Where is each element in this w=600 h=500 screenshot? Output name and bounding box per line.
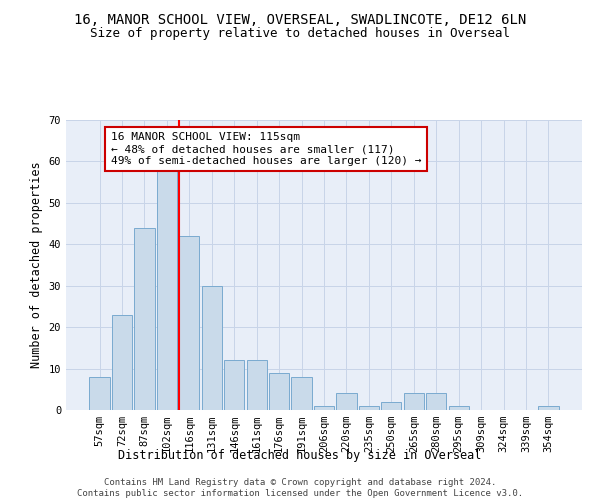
Bar bbox=[359, 406, 379, 410]
Bar bbox=[89, 377, 110, 410]
Bar bbox=[404, 394, 424, 410]
Bar bbox=[112, 314, 132, 410]
Text: Contains HM Land Registry data © Crown copyright and database right 2024.
Contai: Contains HM Land Registry data © Crown c… bbox=[77, 478, 523, 498]
Text: Distribution of detached houses by size in Overseal: Distribution of detached houses by size … bbox=[118, 448, 482, 462]
Bar bbox=[134, 228, 155, 410]
Bar bbox=[337, 394, 356, 410]
Text: 16, MANOR SCHOOL VIEW, OVERSEAL, SWADLINCOTE, DE12 6LN: 16, MANOR SCHOOL VIEW, OVERSEAL, SWADLIN… bbox=[74, 12, 526, 26]
Text: 16 MANOR SCHOOL VIEW: 115sqm
← 48% of detached houses are smaller (117)
49% of s: 16 MANOR SCHOOL VIEW: 115sqm ← 48% of de… bbox=[111, 132, 421, 166]
Bar bbox=[179, 236, 199, 410]
Bar bbox=[449, 406, 469, 410]
Y-axis label: Number of detached properties: Number of detached properties bbox=[30, 162, 43, 368]
Bar bbox=[292, 377, 311, 410]
Bar bbox=[538, 406, 559, 410]
Bar bbox=[247, 360, 267, 410]
Bar bbox=[224, 360, 244, 410]
Bar bbox=[426, 394, 446, 410]
Bar bbox=[157, 170, 177, 410]
Bar bbox=[269, 372, 289, 410]
Bar bbox=[202, 286, 222, 410]
Text: Size of property relative to detached houses in Overseal: Size of property relative to detached ho… bbox=[90, 28, 510, 40]
Bar bbox=[381, 402, 401, 410]
Bar bbox=[314, 406, 334, 410]
